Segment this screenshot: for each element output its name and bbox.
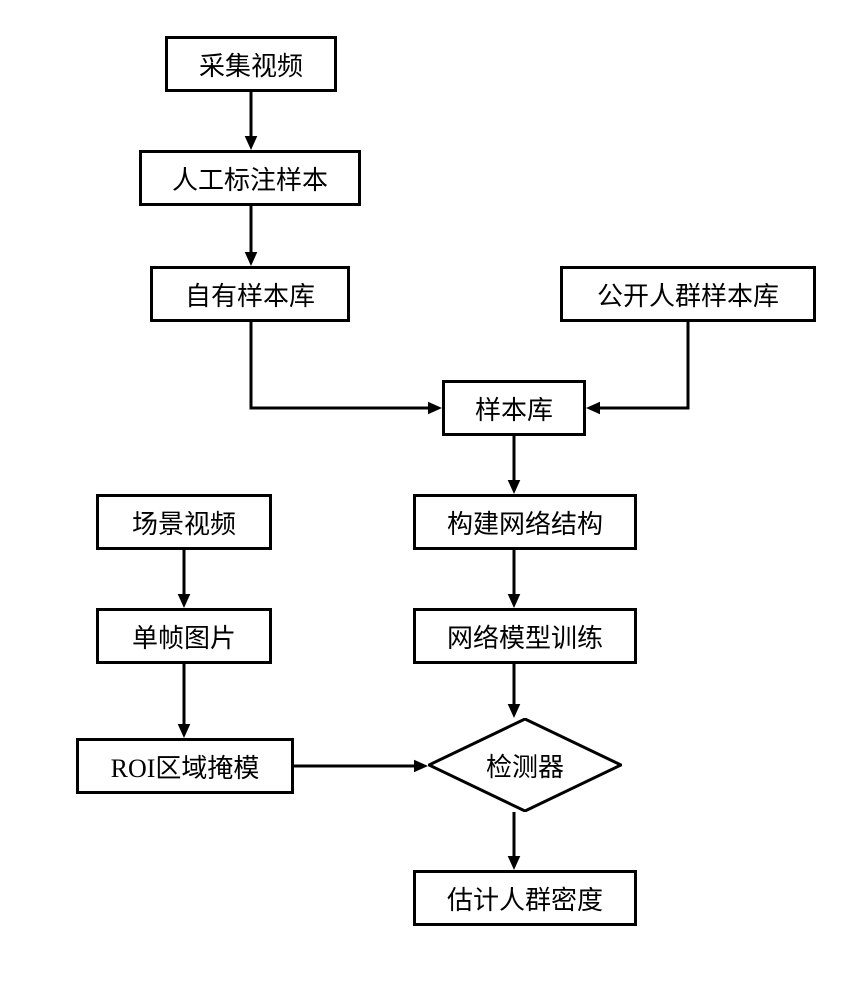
flowchart-canvas: 采集视频人工标注样本自有样本库公开人群样本库样本库构建网络结构网络模型训练检测器… <box>0 0 848 1000</box>
edge <box>166 532 202 626</box>
edge <box>496 532 532 626</box>
node-label: 检测器 <box>486 747 564 784</box>
edge <box>496 794 532 888</box>
edge <box>568 304 706 426</box>
edge <box>233 74 269 168</box>
edge <box>496 646 532 736</box>
edge <box>496 418 532 512</box>
edge <box>166 646 202 756</box>
edge <box>233 304 460 426</box>
edge <box>276 748 446 784</box>
edge <box>233 188 269 284</box>
